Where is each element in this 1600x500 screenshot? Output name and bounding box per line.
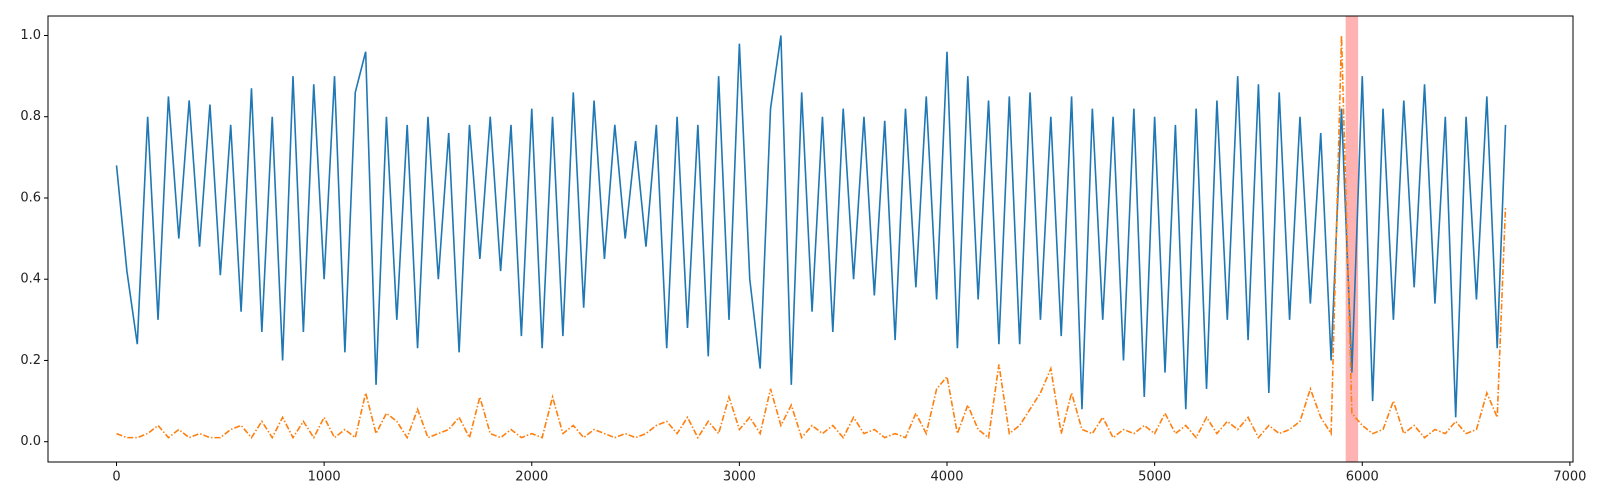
x-tick-label: 7000 <box>1553 470 1586 485</box>
x-tick-label: 5000 <box>1138 470 1171 485</box>
y-tick-label: 0.2 <box>20 353 41 368</box>
plot-frame <box>47 15 1574 463</box>
y-tick-label: 0.6 <box>20 190 41 205</box>
y-tick-label: 0.8 <box>20 109 41 124</box>
y-tick-label: 0.0 <box>20 434 41 449</box>
x-tick-label: 6000 <box>1346 470 1379 485</box>
highlight-span <box>1345 16 1359 462</box>
x-tick-label: 1000 <box>308 470 341 485</box>
x-tick-label: 3000 <box>723 470 756 485</box>
y-tick-label: 1.0 <box>20 28 41 43</box>
x-tick-label: 4000 <box>930 470 963 485</box>
data-line <box>115 35 1507 418</box>
x-tick-label: 2000 <box>515 470 548 485</box>
x-tick-label: 0 <box>112 470 120 485</box>
data-line <box>116 35 1507 440</box>
y-tick-label: 0.4 <box>20 272 41 287</box>
